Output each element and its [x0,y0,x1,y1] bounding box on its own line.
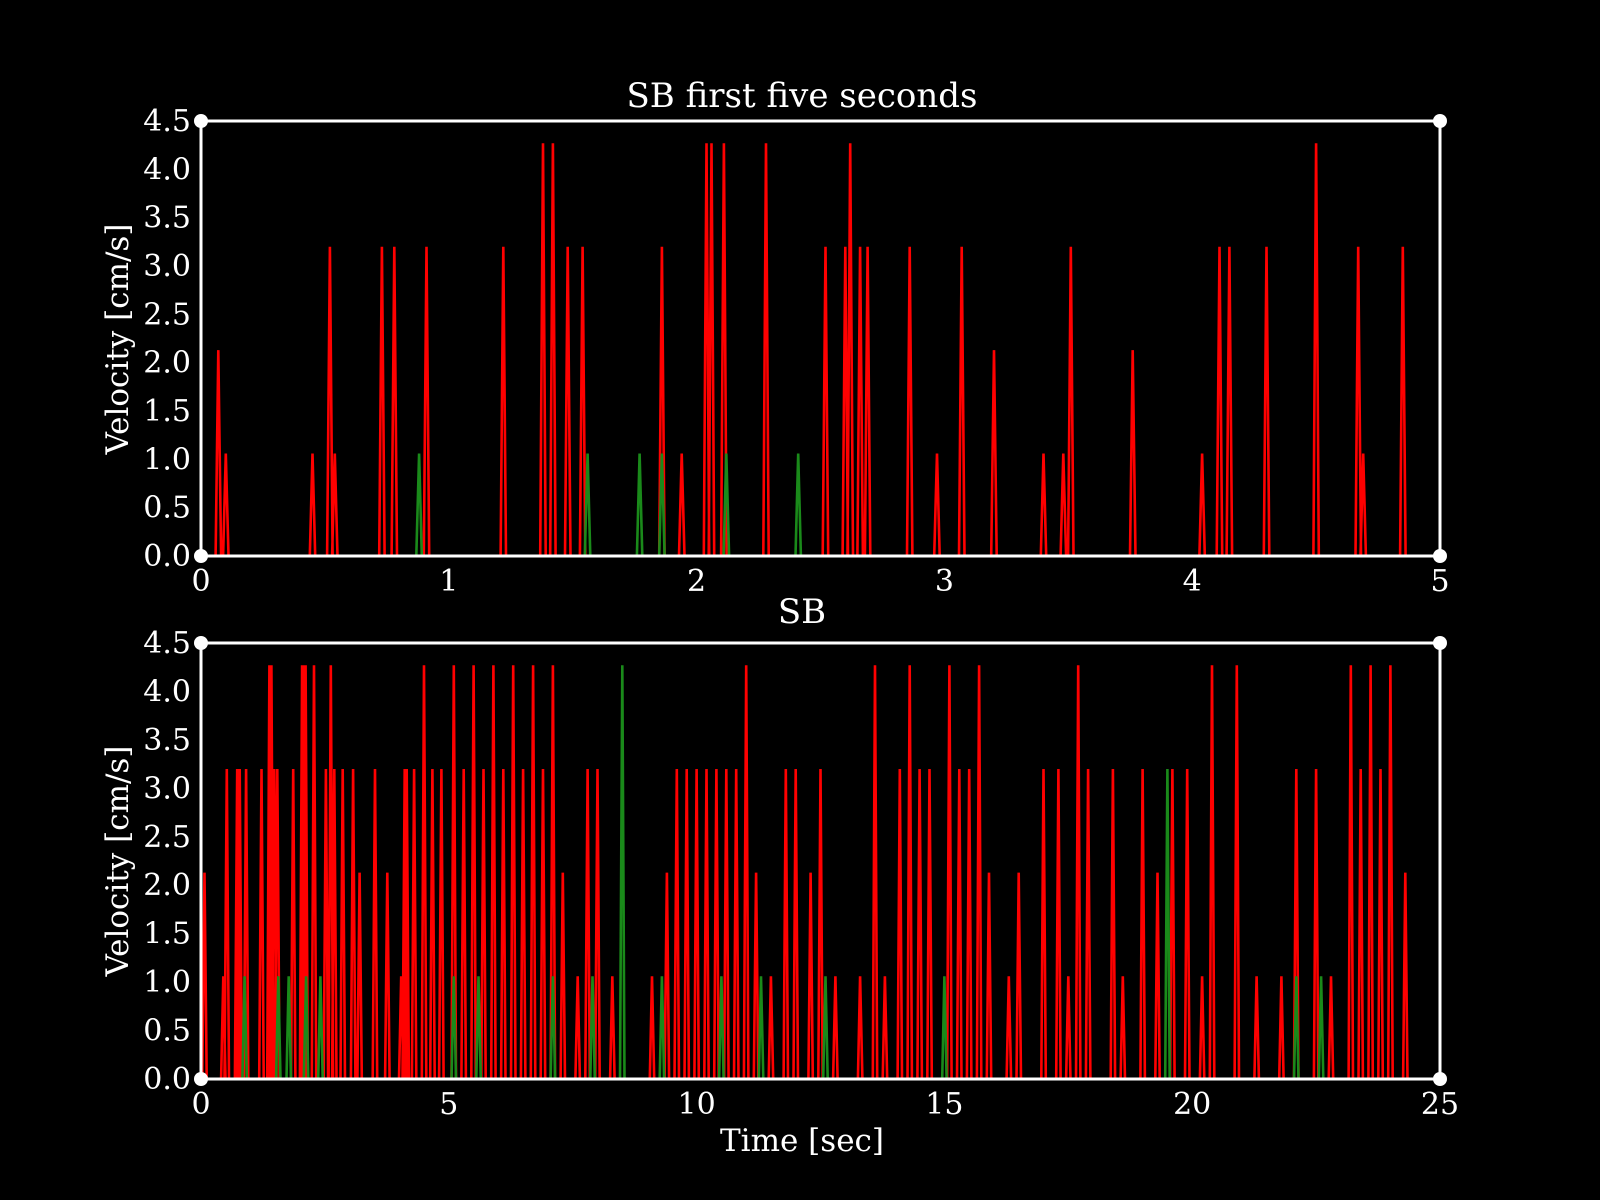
top-chart-y-axis-label: Velocity [cm/s] [100,224,136,456]
bottom-chart-title: SB [778,592,826,632]
bottom-chart-plot-area: 0 5 10 15 20 25 0.0 0.5 1.0 1.5 2.0 2.5 3.0 3.5 4.0 4.5 [143,626,1459,1122]
top-chart-panel: SB first five seconds Velocity [cm/s] 0 1… [100,76,1450,599]
top-chart-plot-area: 0 1 2 3 4 5 0.0 0.5 1.0 1.5 2.0 2.5 3.0 3.5 4.0 4.5 [143,104,1449,599]
top-chart-y-tick-label: 3.5 [143,201,191,236]
bottom-chart-y-tick-label: 1.0 [143,965,191,1000]
top-chart-corner-marker-1 [1433,114,1447,128]
bottom-chart-y-tick-label: 0.5 [143,1014,191,1049]
top-chart-corner-marker-3 [1433,549,1447,563]
top-chart-y-tick-label: 1.0 [143,442,191,477]
top-chart-x-tick-label: 4 [1183,564,1202,599]
top-chart-y-tick-label: 0.0 [143,539,191,574]
bottom-chart-corner-marker-0 [194,636,208,650]
bottom-chart-x-axis-label: Time [sec] [720,1123,884,1159]
top-chart-corner-marker-2 [194,549,208,563]
top-chart-y-tick-label: 1.5 [143,394,191,429]
top-chart-corner-marker-0 [194,114,208,128]
top-chart-title: SB first five seconds [627,76,978,116]
bottom-chart-corner-marker-3 [1433,1072,1447,1086]
bottom-chart-x-tick-label: 15 [925,1087,963,1122]
bottom-chart-y-tick-label: 0.0 [143,1062,191,1097]
top-chart-y-tick-label: 4.0 [143,152,191,187]
top-chart-y-tick-label: 0.5 [143,491,191,526]
bottom-chart-y-tick-label: 3.0 [143,771,191,806]
bottom-chart-x-tick-label: 5 [439,1087,458,1122]
top-chart-x-tick-label: 2 [687,564,706,599]
bottom-chart-x-tick-label: 0 [191,1087,210,1122]
bottom-chart-y-tick-label: 3.5 [143,723,191,758]
bottom-chart-y-tick-label: 4.0 [143,674,191,709]
top-chart-y-tick-label: 2.0 [143,346,191,381]
bottom-chart-y-tick-label: 2.5 [143,820,191,855]
bottom-chart-y-tick-label: 4.5 [143,626,191,661]
top-chart-x-tick-label: 3 [935,564,954,599]
bottom-chart-y-tick-label: 1.5 [143,917,191,952]
bottom-chart-corner-marker-1 [1433,636,1447,650]
bottom-chart-frame [199,641,1442,1081]
top-chart-frame [199,119,1442,558]
bottom-chart-y-axis-label: Velocity [cm/s] [100,746,136,978]
bottom-chart-x-tick-label: 25 [1421,1087,1459,1122]
top-chart-y-tick-label: 2.5 [143,297,191,332]
bottom-chart-x-tick-label: 20 [1173,1087,1211,1122]
top-chart-x-tick-label: 5 [1430,564,1449,599]
bottom-chart-x-tick-label: 10 [678,1087,716,1122]
top-chart-x-tick-label: 1 [439,564,458,599]
top-chart-x-tick-label: 0 [191,564,210,599]
bottom-chart-y-tick-label: 2.0 [143,868,191,903]
bottom-chart-corner-marker-2 [194,1072,208,1086]
bottom-chart-panel: SB Velocity [cm/s] Time [sec] 0 5 10 15 20 25… [100,592,1459,1159]
top-chart-y-tick-label: 3.0 [143,249,191,284]
top-chart-y-tick-label: 4.5 [143,104,191,139]
